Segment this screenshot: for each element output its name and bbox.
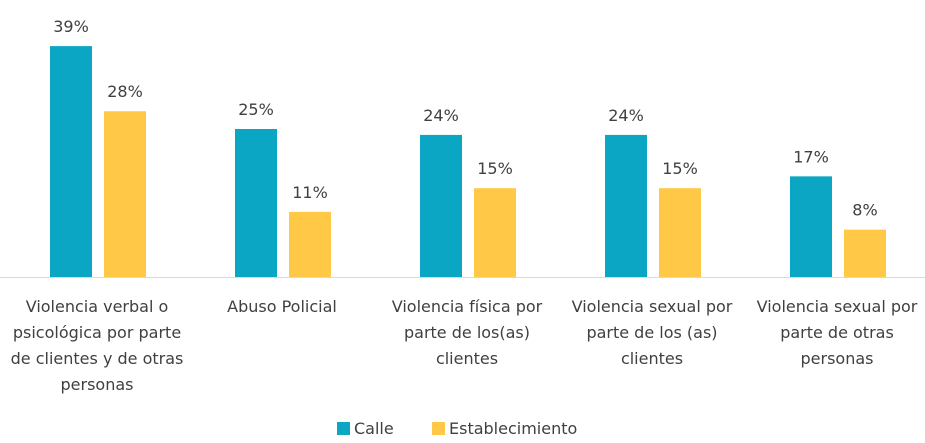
legend-label: Establecimiento (449, 419, 577, 438)
x-tick-label: Abuso Policial (227, 297, 337, 316)
data-label: 25% (238, 100, 274, 119)
data-label: 11% (292, 183, 328, 202)
legend-swatch (337, 422, 350, 435)
x-tick-label: Violencia sexual por parte de otras pers… (756, 297, 918, 368)
data-label: 39% (53, 17, 89, 36)
x-tick-label: Violencia verbal o psicológica por parte… (10, 297, 184, 394)
bar (474, 188, 516, 277)
legend-label: Calle (354, 419, 394, 438)
x-tick-label: Violencia sexual por parte de los (as) c… (571, 297, 733, 368)
bar (420, 134, 462, 277)
bar (844, 229, 886, 277)
data-label: 24% (423, 106, 459, 125)
bar (289, 211, 331, 277)
data-label: 8% (852, 201, 877, 220)
bar (235, 129, 277, 277)
bar (50, 46, 92, 278)
data-label: 15% (662, 159, 698, 178)
x-tick-label: Violencia física por parte de los(as) cl… (391, 297, 543, 368)
legend-swatch (432, 422, 445, 435)
bar (605, 134, 647, 277)
bar (790, 176, 832, 277)
data-label: 15% (477, 159, 513, 178)
data-label: 24% (608, 106, 644, 125)
bar (104, 111, 146, 278)
data-label: 28% (107, 82, 143, 101)
bar (659, 188, 701, 277)
data-label: 17% (793, 147, 829, 166)
